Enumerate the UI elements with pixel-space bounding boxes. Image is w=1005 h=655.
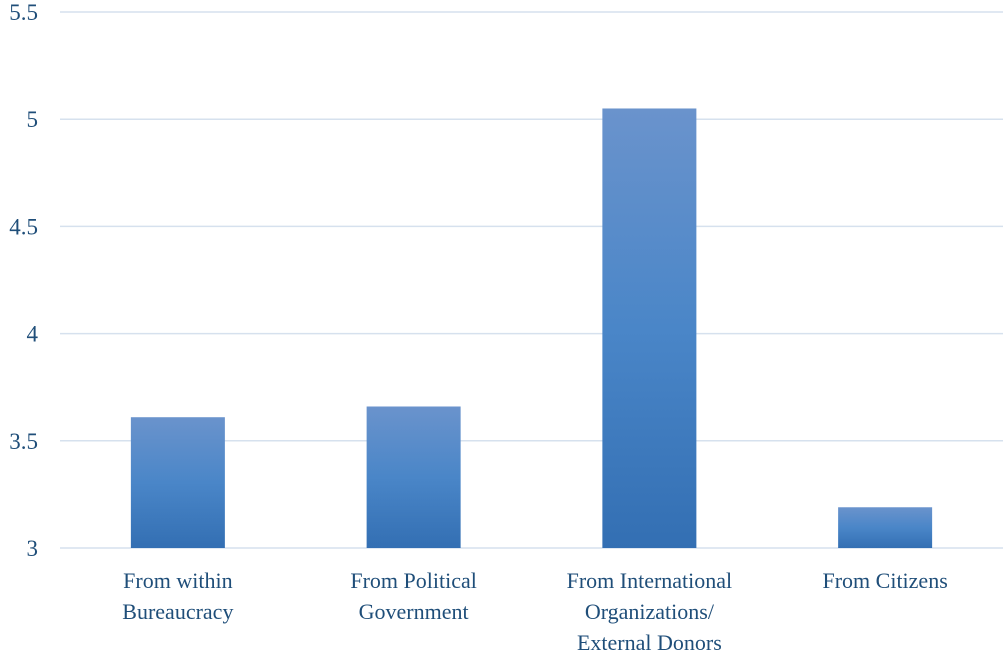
x-category-label-line: External Donors	[577, 630, 722, 655]
x-category-label-line: From within	[123, 568, 232, 593]
bar	[838, 507, 933, 548]
y-tick-label: 3	[27, 536, 39, 561]
y-tick-label: 4.5	[9, 214, 38, 239]
x-category-label-line: Government	[359, 599, 469, 624]
y-axis-tick-labels: 3 3.5 4 4.5 5 5.5	[9, 0, 38, 561]
x-category-label: From International Organizations/External…	[567, 568, 733, 655]
bars	[130, 108, 933, 548]
x-category-label-line: Organizations/	[585, 599, 715, 624]
bar	[366, 406, 461, 548]
y-tick-label: 3.5	[9, 429, 38, 454]
x-category-label: From Citizens	[822, 568, 947, 593]
x-category-label: From within Bureaucracy	[122, 568, 233, 624]
x-category-label-line: Bureaucracy	[122, 599, 233, 624]
x-axis-category-labels: From within Bureaucracy From Political Gove…	[122, 568, 947, 655]
y-tick-label: 5.5	[9, 0, 38, 25]
x-category-label-line: From International	[567, 568, 733, 593]
y-tick-label: 5	[27, 107, 39, 132]
bar	[602, 108, 697, 548]
bar	[130, 417, 225, 548]
x-category-label-line: From Citizens	[822, 568, 947, 593]
x-category-label-line: From Political	[350, 568, 477, 593]
y-tick-label: 4	[27, 322, 39, 347]
x-category-label: From Political Government	[350, 568, 477, 624]
